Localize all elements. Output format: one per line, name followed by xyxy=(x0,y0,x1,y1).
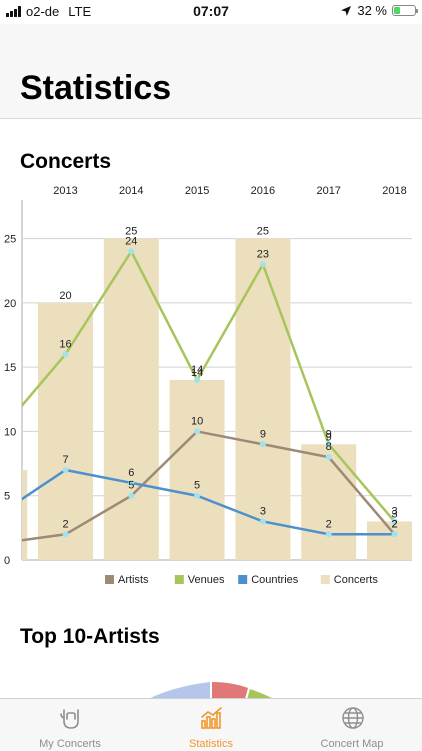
bar-value-label: 25 xyxy=(257,226,269,238)
legend-label-artists: Artists xyxy=(118,574,149,586)
concerts-bar xyxy=(22,470,28,560)
concerts-bar xyxy=(235,238,291,561)
series-value-label: 10 xyxy=(191,415,203,427)
y-tick-label: 10 xyxy=(4,426,16,438)
bar-value-label: 25 xyxy=(125,226,137,238)
x-tick-label: 2017 xyxy=(316,185,340,197)
battery-percent: 32 % xyxy=(357,3,387,18)
bars-group xyxy=(22,238,412,561)
tab-label: Statistics xyxy=(188,738,233,750)
concerts-bar xyxy=(301,444,357,560)
series-value-label: 9 xyxy=(260,428,266,440)
series-value-label: 8 xyxy=(326,441,332,453)
series-point-countries xyxy=(259,518,266,525)
y-tick-label: 25 xyxy=(4,234,16,246)
concerts-section-title: Concerts xyxy=(20,150,112,173)
series-point-countries xyxy=(62,467,69,473)
rock-hand-icon xyxy=(60,709,79,729)
network-type: LTE xyxy=(68,4,92,19)
navigation-header: Statistics xyxy=(0,24,422,119)
bar-value-label: 9 xyxy=(326,431,332,443)
battery-fill xyxy=(394,7,401,14)
series-point-artists xyxy=(194,428,201,435)
series-value-label: 24 xyxy=(125,235,137,247)
series-point-venues xyxy=(128,248,135,255)
series-point-artists xyxy=(259,441,266,448)
series-point-artists xyxy=(128,492,135,499)
battery-icon xyxy=(392,5,418,16)
series-value-label: 5 xyxy=(194,480,200,492)
series-value-label: 2 xyxy=(62,518,68,530)
series-point-countries xyxy=(194,492,201,499)
tab-my-concerts[interactable]: My Concerts xyxy=(0,699,140,751)
series-point-venues xyxy=(391,518,398,525)
tab-label: Concert Map xyxy=(320,738,384,750)
legend-swatch-artists xyxy=(105,575,114,584)
x-tick-label: 2015 xyxy=(185,185,209,197)
legend-label-venues: Venues xyxy=(188,574,225,586)
series-point-artists xyxy=(325,454,332,461)
x-tick-label: 2013 xyxy=(53,185,77,197)
globe-icon xyxy=(342,707,364,729)
page-title: Statistics xyxy=(20,69,172,107)
series-value-label: 2 xyxy=(391,518,397,530)
status-bar: o2-de LTE 07:07 32 % xyxy=(0,0,422,24)
series-point-venues xyxy=(194,377,201,383)
series-value-label: 5 xyxy=(128,480,134,492)
y-tick-label: 20 xyxy=(4,298,16,310)
series-point-venues xyxy=(62,351,69,358)
status-right: 32 % xyxy=(340,3,418,18)
status-left: o2-de LTE xyxy=(6,4,91,19)
series-point-countries xyxy=(325,531,332,538)
legend-swatch-concerts xyxy=(320,575,330,584)
location-arrow-icon xyxy=(341,5,352,16)
series-value-label: 16 xyxy=(59,338,71,350)
series-point-venues xyxy=(259,261,266,268)
series-value-label: 3 xyxy=(391,505,397,517)
x-tick-label: 2014 xyxy=(119,185,143,197)
series-point-countries xyxy=(128,479,135,486)
tab-bar: My Concerts Statistics Concert Map xyxy=(0,698,422,751)
series-value-label: 7 xyxy=(62,454,68,466)
legend-swatch-countries xyxy=(238,575,248,584)
x-tick-label: 2016 xyxy=(251,185,275,197)
bar-value-label: 3 xyxy=(391,508,397,520)
concerts-bar xyxy=(38,302,93,560)
top-artists-section-title: Top 10-Artists xyxy=(20,625,160,648)
legend-swatch-venues xyxy=(174,575,184,584)
y-tick-label: 5 xyxy=(4,491,10,503)
legend-label-countries: Countries xyxy=(251,574,299,586)
series-value-label: 9 xyxy=(326,428,332,440)
tab-concert-map[interactable]: Concert Map xyxy=(282,699,422,751)
series-value-label: 23 xyxy=(257,248,269,260)
series-point-artists xyxy=(62,531,69,538)
y-tick-label: 0 xyxy=(4,555,10,567)
series-value-label: 2 xyxy=(391,518,397,530)
series-value-label: 3 xyxy=(260,505,266,517)
legend-label-concerts: Concerts xyxy=(334,574,379,586)
signal-strength-icon xyxy=(6,6,21,17)
carrier-name: o2-de xyxy=(26,4,60,19)
series-point-countries xyxy=(391,531,398,538)
y-tick-label: 15 xyxy=(4,362,16,374)
tab-label: My Concerts xyxy=(39,738,101,750)
tab-statistics[interactable]: Statistics xyxy=(141,699,281,751)
bar-chart-icon xyxy=(201,707,222,729)
x-tick-label: 2018 xyxy=(382,185,406,197)
concerts-bar xyxy=(169,380,225,560)
status-time: 07:07 xyxy=(193,3,229,19)
series-point-venues xyxy=(325,441,332,448)
series-value-label: 2 xyxy=(326,518,332,530)
bar-value-label: 20 xyxy=(59,290,71,302)
series-value-label: 14 xyxy=(191,364,203,376)
series-value-label: 6 xyxy=(128,467,134,479)
bar-value-label: 14 xyxy=(191,367,203,379)
